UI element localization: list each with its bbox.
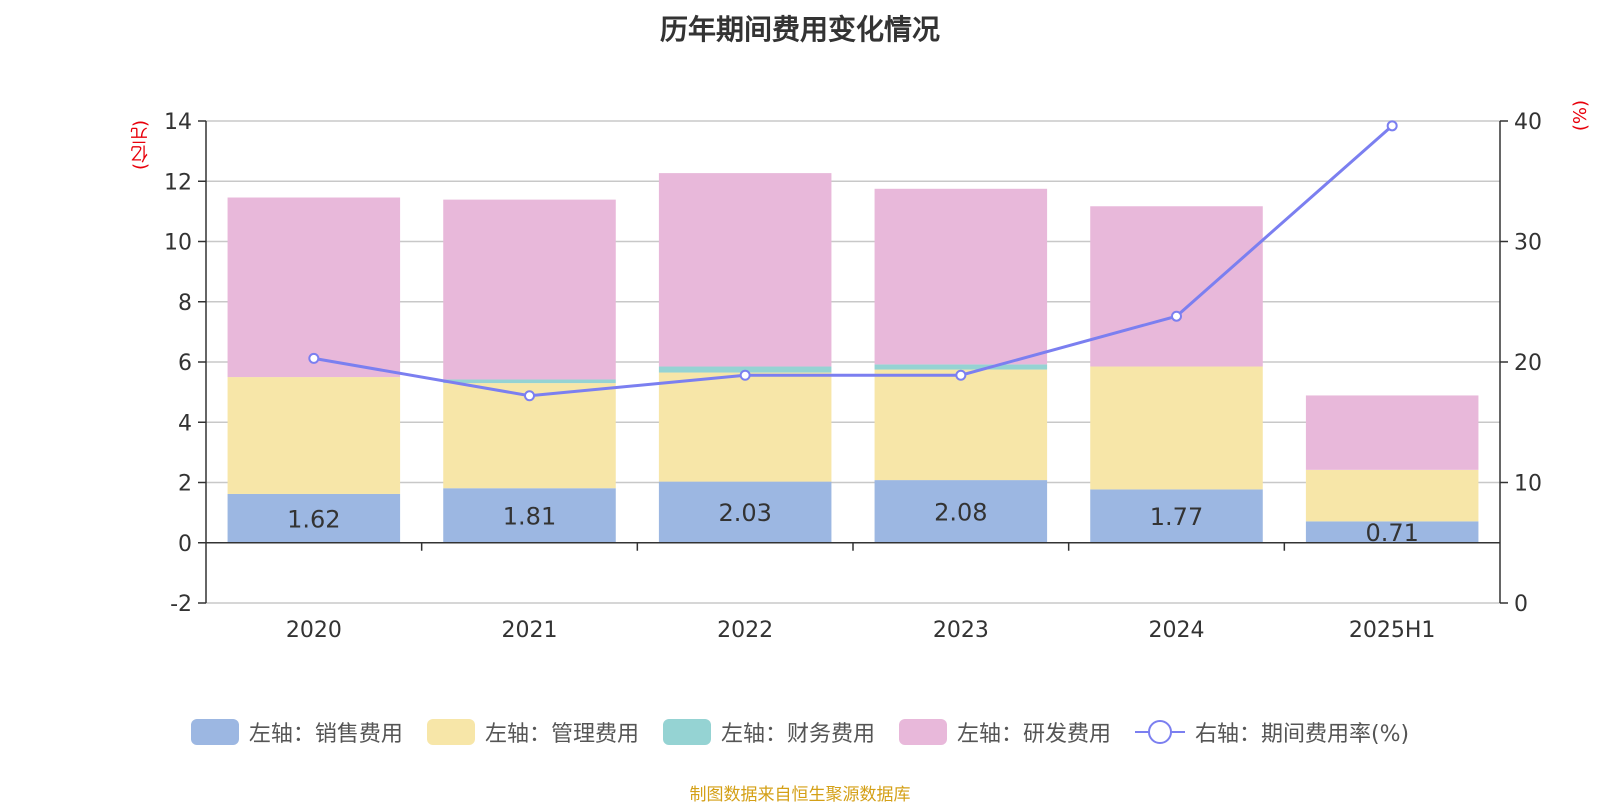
rate-point-2023 [955,369,967,381]
legend-swatch-rd [898,719,947,745]
legend-item-admin[interactable]: 左轴：管理费用 [426,716,639,748]
bar-1-2020 [227,377,401,494]
x-tick-label-2021: 2021 [502,618,558,643]
x-tick-label-2022: 2022 [717,618,773,643]
bar-3-2022 [658,173,832,367]
left-tick-label-5: 8 [178,291,192,316]
right-tick-label-2: 20 [1514,351,1542,376]
legend-label-sales: 左轴：销售费用 [248,722,403,747]
left-tick-label-1: 0 [178,532,192,557]
legend-label-rd: 左轴：研发费用 [956,722,1111,747]
x-tick-label-2025H1: 2025H1 [1349,618,1436,643]
bar-2-2022 [658,366,832,373]
legend-item-finance[interactable]: 左轴：财务费用 [662,716,875,748]
rate-point-2025H1 [1386,120,1398,132]
legend-label-admin: 左轴：管理费用 [484,722,639,747]
source-note: 制图数据来自恒生聚源数据库 [689,785,911,805]
legend-item-rd[interactable]: 左轴：研发费用 [898,716,1111,748]
rate-point-2024 [1171,310,1182,322]
legend-swatch-sales [190,719,239,745]
right-tick-label-0: 0 [1514,592,1528,617]
data-label-2022: 2.03 [718,499,771,527]
data-label-2020: 1.62 [287,505,340,533]
bar-1-2022 [658,372,832,482]
bar-0-2025H1 [1305,521,1479,543]
data-label-2023: 2.08 [934,498,987,526]
right-tick-label-3: 30 [1514,231,1542,256]
data-label-2021: 1.81 [503,502,556,530]
right-tick-label-1: 10 [1514,472,1542,497]
bar-0-2020 [227,493,401,543]
rate-point-2021 [524,390,535,402]
legend-item-sales[interactable]: 左轴：销售费用 [190,716,403,748]
bar-0-2023 [874,480,1048,543]
legend-swatch-rate [1134,720,1185,744]
bar-2-2023 [874,364,1048,370]
bar-3-2025H1 [1305,395,1479,470]
x-tick-label-2023: 2023 [933,618,989,643]
bar-1-2024 [1090,366,1263,490]
x-tick-label-2024: 2024 [1149,618,1205,643]
legend: 左轴：销售费用 左轴：管理费用 左轴：财务费用 左轴：研发费用 右轴：期间费用率… [0,716,1600,748]
rate-point-2022 [739,369,751,381]
legend-label-finance: 左轴：财务费用 [720,722,875,747]
right-tick-label-4: 40 [1514,110,1542,135]
left-tick-label-4: 6 [178,351,192,376]
bar-3-2024 [1090,206,1263,367]
bar-3-2021 [443,199,616,380]
legend-label-rate: 右轴：期间费用率(%) [1194,722,1410,747]
legend-item-rate[interactable]: 右轴：期间费用率(%) [1134,716,1410,748]
legend-swatch-admin [426,719,475,745]
bar-0-2024 [1090,489,1263,543]
bar-1-2023 [874,369,1048,481]
left-tick-label-8: 14 [164,110,192,135]
left-tick-label-3: 4 [178,411,192,436]
bar-1-2025H1 [1305,469,1479,522]
legend-swatch-finance [662,719,711,745]
rate-point-2020 [308,352,320,364]
rate-line [313,124,1394,398]
bar-0-2021 [443,488,616,543]
bar-3-2023 [874,188,1048,365]
bar-3-2020 [227,197,401,378]
bar-0-2022 [658,481,832,543]
bar-2-2021 [443,379,616,384]
left-tick-label-6: 10 [164,231,192,256]
plot-area: -2 0 2 4 6 8 10 12 14 0 10 20 30 40 1.62 2020 1.81 2021 2.… [164,110,1542,643]
chart-title: 历年期间费用变化情况 [659,13,940,46]
left-tick-label-0: -2 [170,592,192,617]
data-label-2024: 1.77 [1150,503,1203,531]
left-tick-label-7: 12 [164,170,192,195]
left-tick-label-2: 2 [178,472,192,497]
x-tick-label-2020: 2020 [286,618,342,643]
